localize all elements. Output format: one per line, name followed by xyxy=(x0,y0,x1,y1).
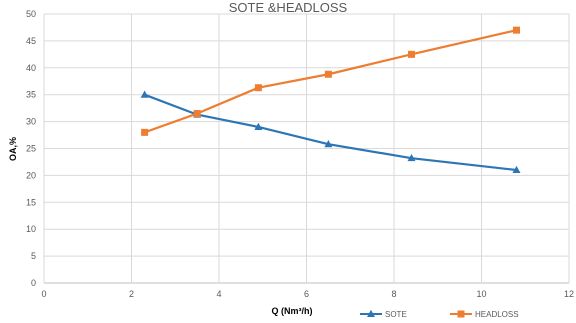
y-tick-label: 5 xyxy=(31,251,36,261)
sote-point xyxy=(140,90,149,98)
y-tick-label: 25 xyxy=(26,144,36,154)
x-tick-label: 12 xyxy=(564,289,574,299)
legend-marker xyxy=(457,310,465,318)
y-tick-label: 40 xyxy=(26,63,36,73)
headloss-point xyxy=(324,70,332,78)
legend-marker xyxy=(367,309,375,317)
y-tick-label: 10 xyxy=(26,224,36,234)
y-tick-label: 20 xyxy=(26,170,36,180)
legend-label: SOTE xyxy=(385,310,407,319)
y-tick-label: 15 xyxy=(26,197,36,207)
legend-item-sote: SOTE xyxy=(360,309,407,319)
x-tick-label: 4 xyxy=(216,289,221,299)
x-tick-label: 8 xyxy=(391,289,396,299)
sote-point xyxy=(254,122,263,130)
x-tick-labels: 0 2 4 6 8 10 12 xyxy=(41,289,574,299)
legend-label: HEADLOSS xyxy=(475,310,519,319)
x-tick-label: 10 xyxy=(476,289,486,299)
sote-point xyxy=(407,153,416,162)
x-tick-label: 6 xyxy=(304,289,309,299)
sote-point xyxy=(324,139,333,148)
y-axis-label: OA,% xyxy=(8,137,18,161)
y-tick-label: 45 xyxy=(26,36,36,46)
series-headloss xyxy=(141,26,520,136)
headloss-point xyxy=(513,26,520,34)
headloss-point xyxy=(141,128,149,136)
sote-point xyxy=(512,165,521,174)
legend: SOTE HEADLOSS xyxy=(360,309,519,319)
y-tick-label: 35 xyxy=(26,90,36,100)
headloss-point xyxy=(254,84,262,92)
y-tick-label: 50 xyxy=(26,9,36,19)
chart-title: SOTE &HEADLOSS xyxy=(229,0,348,15)
gridlines xyxy=(43,13,570,284)
x-tick-label: 0 xyxy=(41,289,46,299)
y-tick-label: 0 xyxy=(31,278,36,288)
x-axis-label: Q (Nm³/h) xyxy=(272,306,313,316)
legend-item-headloss: HEADLOSS xyxy=(450,310,519,319)
y-tick-labels: 0 5 10 15 20 25 30 35 40 45 50 xyxy=(26,9,36,288)
headloss-point xyxy=(408,50,415,58)
x-tick-label: 2 xyxy=(129,289,134,299)
sote-line xyxy=(144,93,517,172)
series-sote xyxy=(140,90,521,174)
y-tick-label: 30 xyxy=(26,117,36,127)
headloss-point xyxy=(193,110,201,118)
headloss-line xyxy=(144,29,517,134)
data-series xyxy=(140,26,521,174)
